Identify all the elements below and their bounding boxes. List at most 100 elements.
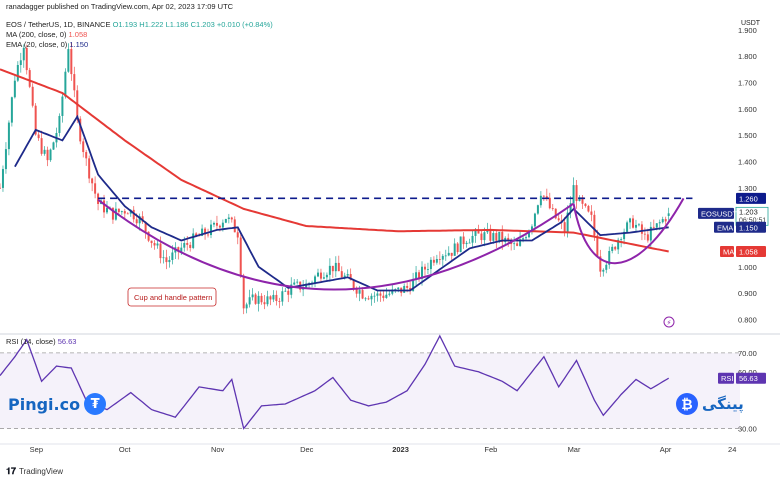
rsi-name-tag: RSI bbox=[718, 372, 734, 384]
candle-body bbox=[328, 265, 331, 275]
candle-body bbox=[584, 203, 587, 206]
price-tick-label: 1.700 bbox=[738, 78, 757, 87]
candle-body bbox=[43, 149, 46, 154]
candle-body bbox=[507, 237, 510, 241]
currency-label: USDT bbox=[741, 20, 761, 27]
candle-body bbox=[486, 229, 489, 233]
annotation-box: Cup and handle pattern bbox=[127, 287, 217, 307]
candle-body bbox=[626, 222, 629, 232]
price-tick-label: 0.900 bbox=[738, 289, 757, 298]
candle-body bbox=[349, 274, 352, 281]
candle-body bbox=[105, 207, 108, 213]
alert-icon-ring bbox=[663, 316, 675, 328]
candle-body bbox=[70, 49, 73, 75]
candle-body bbox=[415, 272, 418, 279]
candle-body bbox=[355, 288, 358, 294]
resistance-tag: 1.260 bbox=[736, 192, 766, 204]
candle-body bbox=[281, 291, 284, 302]
candle-body bbox=[254, 294, 257, 304]
candle-body bbox=[620, 239, 623, 240]
candle-body bbox=[239, 237, 242, 276]
tether-icon: ₮ bbox=[84, 393, 107, 415]
candle-body bbox=[322, 277, 325, 279]
candle-body bbox=[52, 142, 55, 150]
symbol-line: EOS / TetherUS, 1D, BINANCE O1.193 H1.22… bbox=[6, 20, 273, 29]
candle-body bbox=[605, 264, 608, 270]
ema-legend-value: 1.150 bbox=[69, 40, 89, 49]
candle-body bbox=[370, 295, 373, 300]
candle-body bbox=[334, 262, 337, 272]
price-tick-label: 1.000 bbox=[738, 263, 757, 272]
candle-body bbox=[376, 293, 379, 296]
candle-body bbox=[260, 295, 263, 303]
bitcoin-icon: ₿ bbox=[676, 393, 698, 415]
rsi-value-tag-text: 56.63 bbox=[739, 374, 758, 383]
candle-body bbox=[337, 262, 340, 272]
candles-group bbox=[0, 43, 670, 315]
cup-curve bbox=[97, 198, 575, 291]
candle-body bbox=[25, 47, 28, 71]
price-tick-label: 1.400 bbox=[738, 157, 757, 166]
candle-body bbox=[319, 272, 322, 279]
tradingview-logo[interactable]: 𝟏𝟕 TradingView bbox=[6, 466, 63, 477]
candle-body bbox=[640, 224, 643, 234]
candle-body bbox=[192, 233, 195, 248]
brand-right-text: پینگی bbox=[702, 395, 744, 413]
brand-right[interactable]: ₿ پینگی bbox=[676, 393, 744, 415]
ema20-line bbox=[14, 114, 669, 292]
candle-body bbox=[120, 211, 123, 213]
ema-name-tag-bg bbox=[714, 221, 734, 233]
brand-left[interactable]: Pingi.co ₮ bbox=[8, 393, 107, 415]
ma200-line bbox=[0, 68, 669, 253]
candle-body bbox=[423, 266, 426, 270]
candle-body bbox=[165, 257, 168, 263]
candle-body bbox=[284, 290, 287, 292]
candle-body bbox=[212, 222, 215, 225]
candle-body bbox=[459, 236, 462, 253]
candle-body bbox=[204, 228, 207, 235]
date-tick-label: 2023 bbox=[392, 445, 409, 454]
candle-body bbox=[426, 269, 429, 270]
candle-body bbox=[527, 230, 530, 238]
candle-body bbox=[177, 247, 180, 252]
candle-body bbox=[447, 252, 450, 256]
publisher-line: ranadagger published on TradingView.com,… bbox=[6, 2, 234, 11]
candle-body bbox=[16, 64, 19, 81]
candle-body bbox=[58, 115, 61, 133]
candle-body bbox=[406, 285, 409, 288]
ema-legend-label: EMA (20, close, 0) bbox=[6, 40, 68, 49]
candle-body bbox=[138, 216, 141, 224]
candle-body bbox=[361, 290, 364, 299]
candle-body bbox=[46, 149, 49, 161]
candle-body bbox=[61, 96, 64, 116]
candle-body bbox=[465, 242, 468, 245]
candle-body bbox=[82, 141, 85, 153]
rsi-name-tag-bg bbox=[718, 372, 734, 384]
candle-body bbox=[331, 265, 334, 272]
candle-body bbox=[195, 233, 198, 236]
candle-body bbox=[263, 302, 266, 305]
candle-body bbox=[471, 235, 474, 243]
candle-body bbox=[587, 205, 590, 212]
candle-body bbox=[343, 275, 346, 278]
candle-body bbox=[394, 289, 397, 290]
alert-icon: ⚡ bbox=[663, 316, 675, 328]
candle-body bbox=[162, 257, 165, 259]
price-tick-label: 1.600 bbox=[738, 105, 757, 114]
candle-body bbox=[530, 226, 533, 231]
ma-name-tag-text: MA bbox=[723, 248, 734, 257]
candle-body bbox=[325, 274, 328, 278]
date-tick-label: Sep bbox=[30, 445, 43, 454]
candle-body bbox=[385, 294, 388, 298]
candle-body bbox=[462, 236, 465, 245]
rsi-value-tag: 56.63 bbox=[736, 372, 766, 384]
candle-body bbox=[103, 200, 106, 213]
candle-body bbox=[525, 237, 528, 239]
candle-body bbox=[1, 169, 4, 188]
candle-body bbox=[28, 70, 31, 87]
rsi-tick-label: 70.00 bbox=[738, 349, 757, 358]
candle-body bbox=[221, 222, 224, 228]
candle-body bbox=[156, 243, 159, 246]
